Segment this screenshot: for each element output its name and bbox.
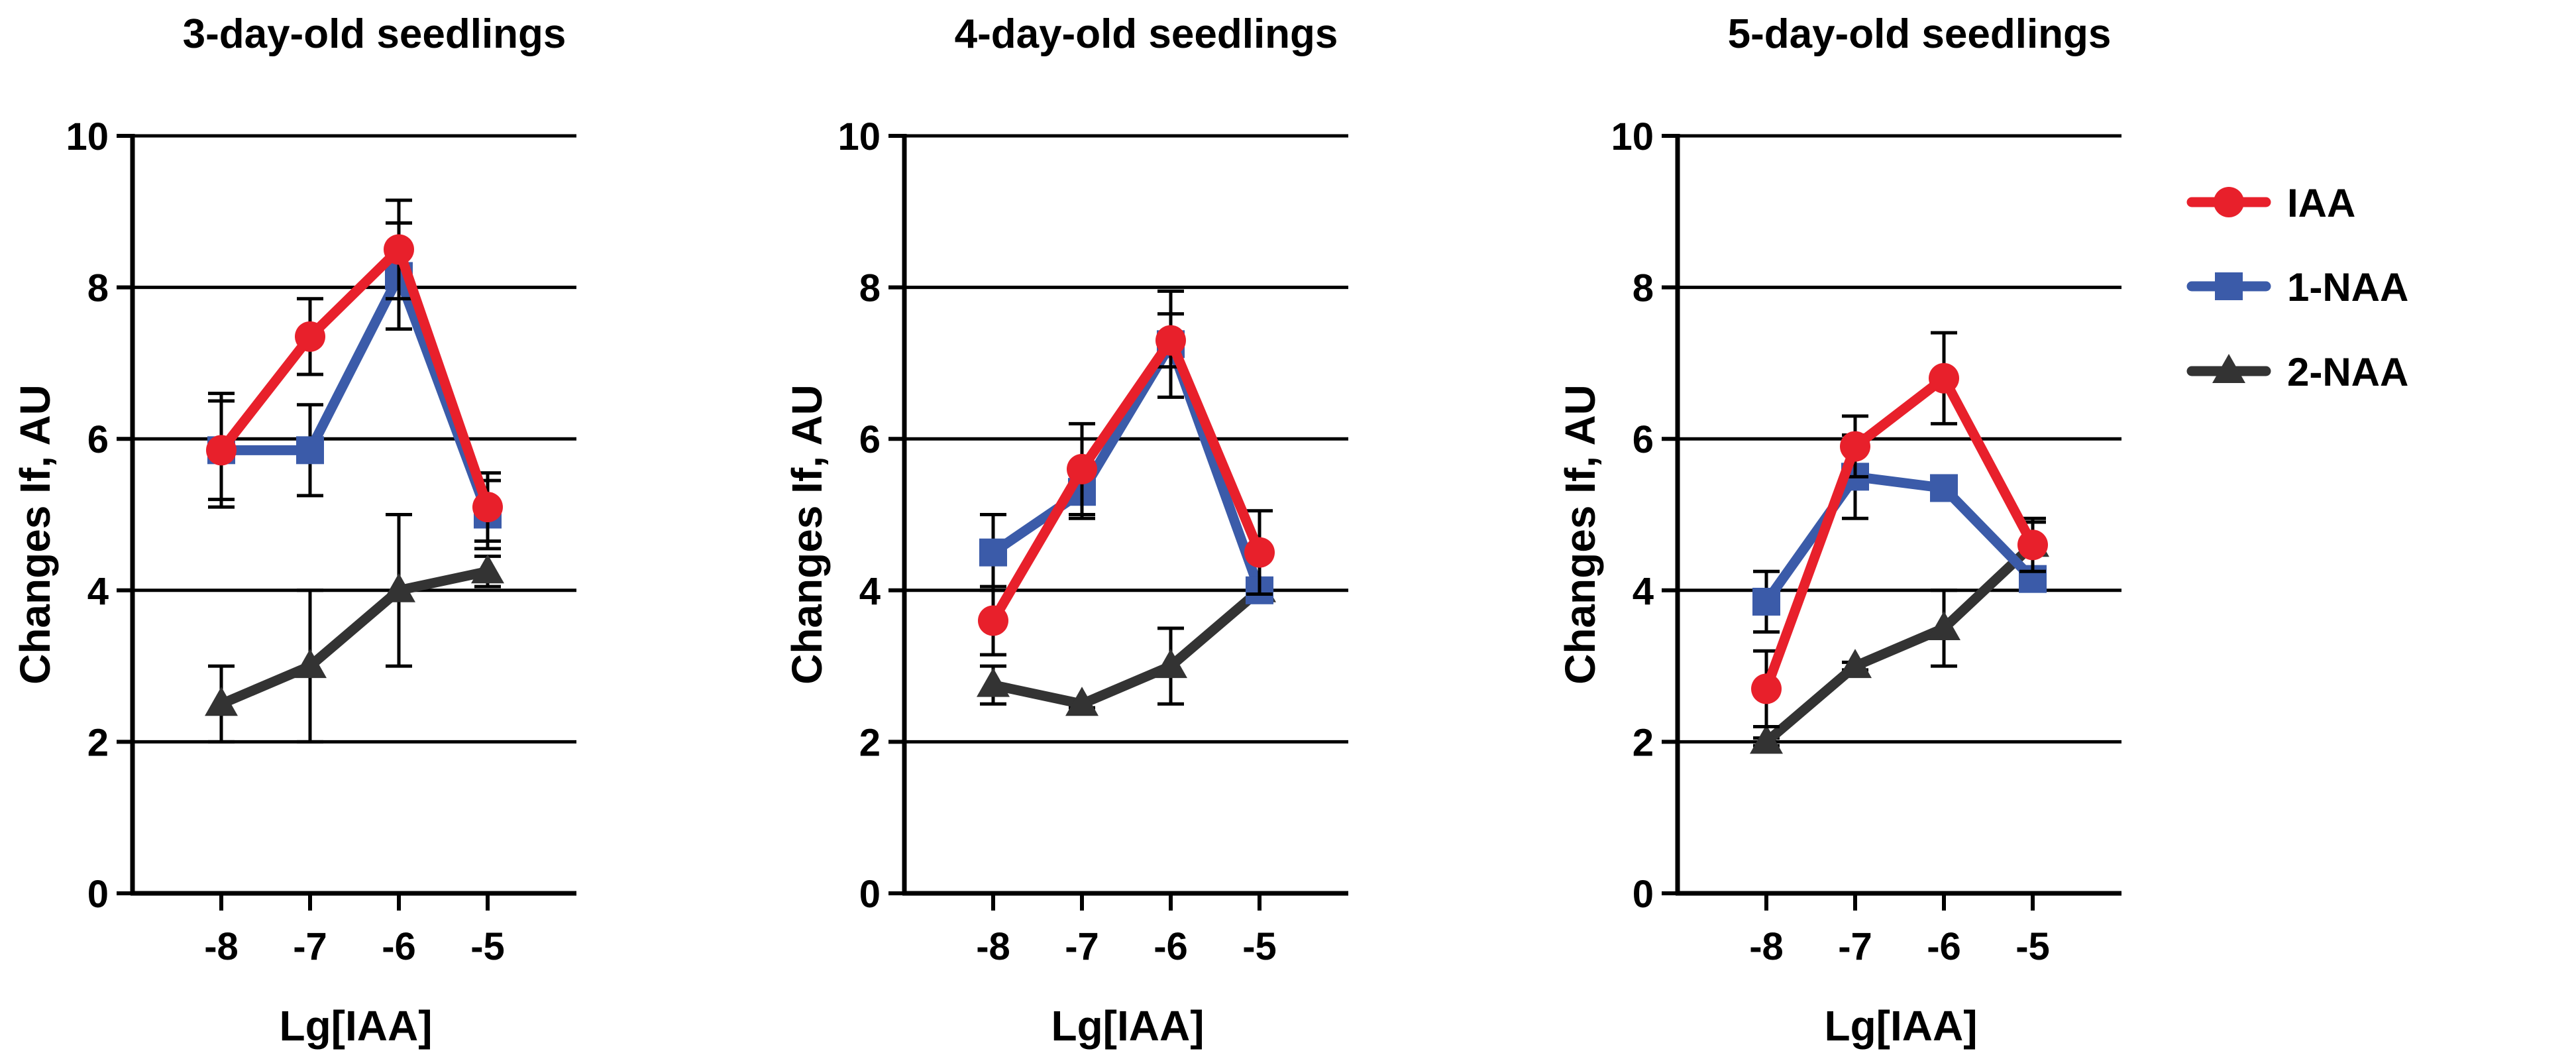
chart-panel-2: 4-day-old seedlings 0 2 4 6 8 10 -8 -7 -6 -5 Lg[IAA… — [783, 11, 1348, 1050]
legend-marker — [2214, 187, 2244, 217]
x-tick-label: -5 — [2015, 925, 2050, 968]
y-tick-label: 8 — [1633, 267, 1654, 310]
y-tick-label: 10 — [837, 115, 881, 158]
series-line-2-naa — [1761, 539, 2038, 747]
series-iaa — [978, 312, 1275, 657]
data-point-1-naa — [1930, 474, 1958, 502]
x-tick-label: -8 — [204, 925, 239, 968]
data-point-iaa — [978, 605, 1008, 636]
x-axis-label: Lg[IAA] — [279, 1002, 432, 1050]
x-tick-label: -7 — [293, 925, 327, 968]
data-point-iaa — [2017, 530, 2048, 561]
series-iaa — [1751, 331, 2048, 729]
y-tick-label: 6 — [1633, 418, 1654, 461]
legend-marker — [2212, 354, 2245, 383]
legend-label: IAA — [2287, 181, 2355, 225]
x-tick-label: -7 — [1065, 925, 1099, 968]
data-point-iaa — [1840, 431, 1870, 462]
data-point-2-naa — [382, 573, 415, 602]
data-point-iaa — [384, 234, 414, 265]
data-point-2-naa — [471, 554, 504, 584]
y-axis-label: Changes If, AU — [1556, 384, 1604, 685]
y-tick-label: 4 — [1633, 570, 1654, 613]
x-tick-label: -6 — [382, 925, 416, 968]
y-tick-label: 2 — [1633, 721, 1654, 764]
chart-title: 3-day-old seedlings — [183, 11, 566, 57]
y-tick-label: 10 — [1611, 115, 1654, 158]
series-line-2-naa — [988, 585, 1265, 709]
series-1-naa — [979, 289, 1273, 604]
y-axis-label: Changes If, AU — [783, 384, 831, 685]
data-point-1-naa — [979, 538, 1007, 567]
x-tick-label: -5 — [1242, 925, 1277, 968]
legend: IAA 1-NAA 2-NAA — [2186, 181, 2408, 394]
x-tick-label: -5 — [470, 925, 505, 968]
series-2-naa — [205, 513, 504, 744]
series-line-iaa — [1761, 373, 2038, 694]
data-point-2-naa — [205, 687, 238, 716]
data-point-2-naa — [1154, 649, 1187, 679]
legend-item-2-naa: 2-NAA — [2186, 350, 2408, 394]
y-tick-label: 4 — [87, 570, 109, 613]
y-tick-label: 6 — [87, 418, 109, 461]
chart-title: 4-day-old seedlings — [955, 11, 1338, 57]
y-tick-label: 6 — [859, 418, 881, 461]
y-tick-label: 2 — [87, 721, 109, 764]
data-point-2-naa — [977, 667, 1010, 697]
y-tick-label: 10 — [66, 115, 109, 158]
data-point-2-naa — [294, 649, 327, 679]
y-axis-label: Changes If, AU — [11, 384, 59, 685]
data-point-2-naa — [1839, 649, 1872, 679]
y-tick-label: 0 — [87, 873, 109, 916]
data-point-iaa — [295, 321, 325, 352]
y-tick-label: 8 — [87, 267, 109, 310]
data-point-1-naa — [1752, 587, 1780, 616]
x-tick-label: -6 — [1154, 925, 1188, 968]
legend-marker — [2215, 272, 2243, 300]
x-axis-label: Lg[IAA] — [1051, 1002, 1204, 1050]
y-tick-label: 0 — [859, 873, 881, 916]
data-point-iaa — [1067, 453, 1097, 484]
y-tick-label: 8 — [859, 267, 881, 310]
series-line-1-naa — [1761, 471, 2038, 607]
legend-item-1-naa: 1-NAA — [2186, 265, 2408, 309]
x-tick-label: -6 — [1927, 925, 1961, 968]
series-1-naa — [1752, 433, 2047, 634]
data-point-iaa — [1751, 673, 1782, 704]
chart-panel-3: 5-day-old seedlings 0 2 4 6 8 10 -8 -7 -6 -5 Lg[IAA… — [1556, 11, 2121, 1050]
series-line-1-naa — [216, 270, 493, 520]
legend-label: 1-NAA — [2287, 265, 2408, 309]
data-point-iaa — [1244, 537, 1275, 568]
data-point-iaa — [206, 435, 237, 466]
series-line-1-naa — [988, 339, 1265, 596]
series-line-iaa — [988, 335, 1265, 626]
x-tick-label: -8 — [1749, 925, 1784, 968]
legend-item-iaa: IAA — [2186, 181, 2355, 225]
y-tick-label: 0 — [1633, 873, 1654, 916]
series-iaa — [206, 198, 503, 543]
series-1-naa — [207, 221, 502, 551]
x-tick-label: -7 — [1838, 925, 1872, 968]
data-point-iaa — [1929, 362, 1959, 394]
legend-label: 2-NAA — [2287, 350, 2408, 394]
series-2-naa — [977, 573, 1276, 716]
data-point-2-naa — [1927, 610, 1960, 640]
x-axis-label: Lg[IAA] — [1824, 1002, 1977, 1050]
chart-title: 5-day-old seedlings — [1728, 11, 2112, 57]
y-tick-label: 4 — [859, 570, 881, 613]
data-point-2-naa — [1065, 687, 1099, 716]
data-point-2-naa — [1750, 724, 1783, 754]
data-point-iaa — [472, 492, 503, 523]
chart-panel-1: 3-day-old seedlings 0 2 4 6 8 10 -8 -7 -6 -5 Lg[IAA… — [11, 11, 576, 1050]
x-tick-label: -8 — [976, 925, 1010, 968]
data-point-iaa — [1155, 325, 1186, 356]
data-point-1-naa — [296, 436, 324, 465]
series-line-2-naa — [216, 566, 493, 709]
y-tick-label: 2 — [859, 721, 881, 764]
series-line-iaa — [216, 244, 493, 512]
